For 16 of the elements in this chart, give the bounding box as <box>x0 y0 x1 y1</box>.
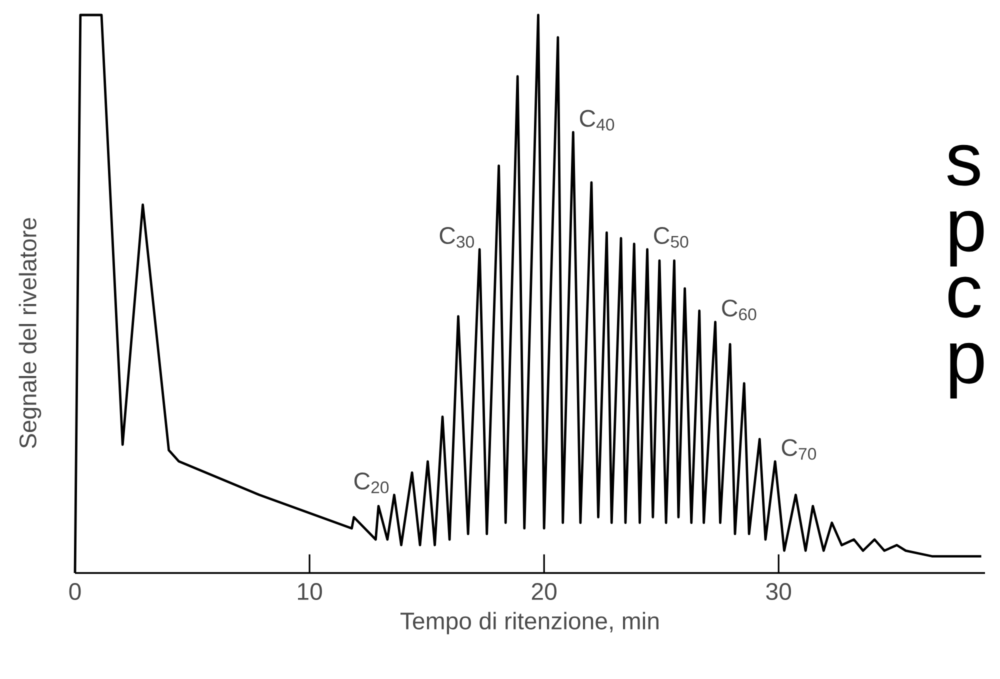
annotation: c <box>948 276 981 318</box>
y-axis-title: Segnale del rivelatore <box>18 218 42 448</box>
x-tick-label: 0 <box>69 583 81 600</box>
annotation: C$_{60}$ <box>722 300 756 320</box>
annotation: C$_{30}$ <box>440 227 474 248</box>
annotation: C$_{50}$ <box>654 227 688 248</box>
annotation: C$_{70}$ <box>782 439 816 460</box>
x-axis-title: Tempo di ritenzione, min <box>400 612 658 634</box>
annotation: p <box>950 210 984 266</box>
x-tick-label: 10 <box>298 583 322 600</box>
x-tick-label: 30 <box>766 583 792 600</box>
annotation: C$_{40}$ <box>580 110 614 131</box>
annotation: p <box>950 342 984 398</box>
annotation: C$_{20}$ <box>354 472 389 494</box>
annotation: s <box>947 144 980 186</box>
x-tick-label: 20 <box>532 583 556 600</box>
